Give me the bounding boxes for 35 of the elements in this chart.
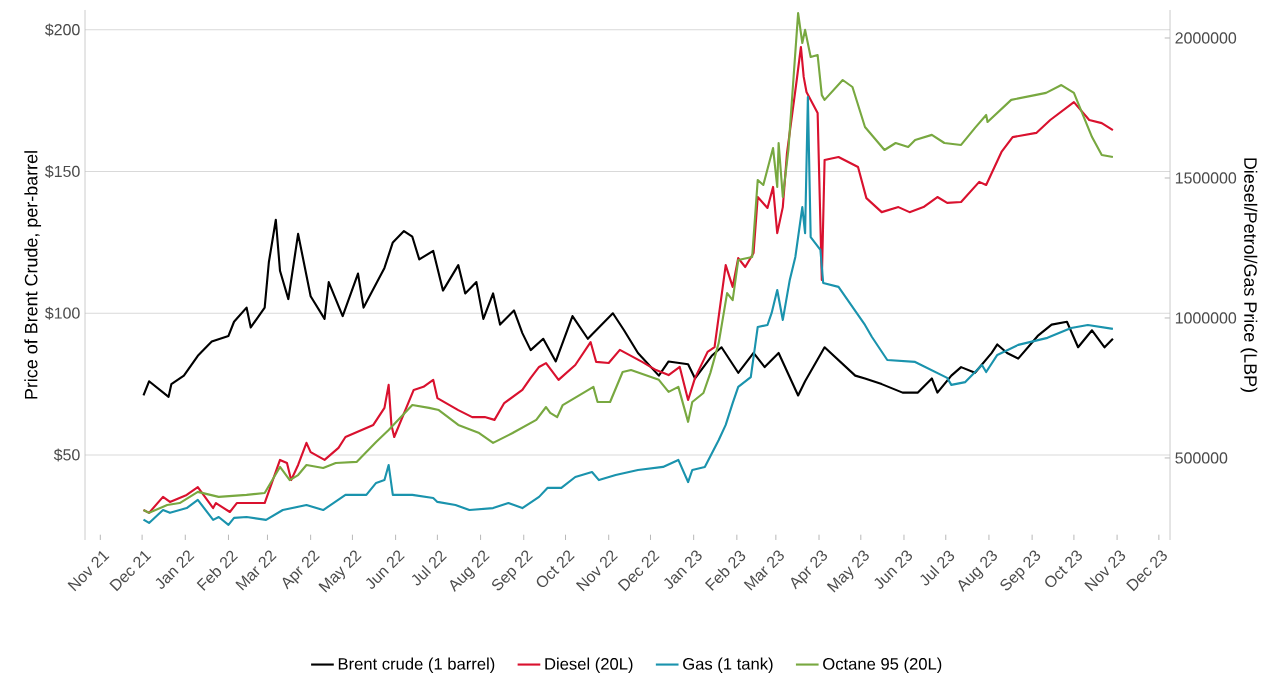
x-tick-label: Oct 22 — [536, 550, 575, 588]
x-tick-label: Jan 22 — [155, 550, 195, 589]
x-tick-label: Nov 22 — [575, 550, 618, 592]
x-tick-label: Sep 22 — [492, 550, 533, 591]
x-tick-label: Jun 22 — [366, 550, 405, 589]
y2-tick-label: 500000 — [1175, 452, 1228, 464]
x-tick-label: Aug 22 — [450, 550, 490, 593]
legend-label: Brent crude (1 barrel) — [338, 657, 495, 674]
y2-tick-label: 1500000 — [1175, 172, 1237, 184]
x-tick-label: Apr 23 — [791, 550, 828, 590]
x-tick-label: Jul 22 — [411, 550, 447, 586]
x-tick-label: Dec 23 — [1126, 550, 1167, 592]
y-tick-label: $50 — [53, 448, 80, 462]
x-tick-label: Jul 23 — [920, 550, 955, 586]
y-axis-title: Price of Brent Crude, per-barrel — [24, 151, 42, 399]
x-tick-label: Sep 23 — [1000, 550, 1041, 591]
x-tick-label: Dec 22 — [617, 550, 660, 592]
y2-axis-title: Diesel/Petrol/Gas Price (LBP) — [1240, 158, 1258, 392]
x-tick-label: Jan 23 — [664, 550, 702, 589]
y2-tick-label: 2000000 — [1175, 32, 1237, 44]
legend-label: Diesel (20L) — [545, 657, 633, 674]
line-series — [142, 218, 1114, 398]
y-tick-label: $200 — [45, 23, 80, 37]
x-tick-label: Aug 23 — [958, 550, 998, 593]
x-tick-label: Dec 21 — [109, 551, 152, 592]
y-tick-label: $100 — [45, 306, 80, 320]
x-tick-label: Nov 23 — [1084, 550, 1126, 592]
y2-tick-label: 1000000 — [1175, 312, 1237, 324]
x-tick-label: Jun 23 — [874, 550, 913, 589]
legend-label: Octane 95 (20L) — [823, 657, 942, 674]
x-tick-label: Nov 21 — [67, 551, 110, 592]
x-tick-label: May 23 — [826, 550, 869, 593]
legend-label: Gas (1 tank) — [683, 657, 773, 674]
y-tick-label: $150 — [45, 165, 80, 178]
x-tick-label: Oct 23 — [1045, 550, 1082, 588]
